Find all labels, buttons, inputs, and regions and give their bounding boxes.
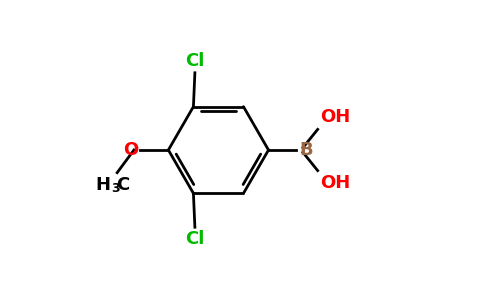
Text: OH: OH xyxy=(320,108,350,126)
Text: C: C xyxy=(116,176,130,194)
Text: OH: OH xyxy=(320,174,350,192)
Text: O: O xyxy=(123,141,138,159)
Text: H: H xyxy=(95,176,110,194)
Text: 3: 3 xyxy=(111,182,120,195)
Text: B: B xyxy=(300,141,313,159)
Text: Cl: Cl xyxy=(185,52,205,70)
Text: Cl: Cl xyxy=(185,230,205,248)
